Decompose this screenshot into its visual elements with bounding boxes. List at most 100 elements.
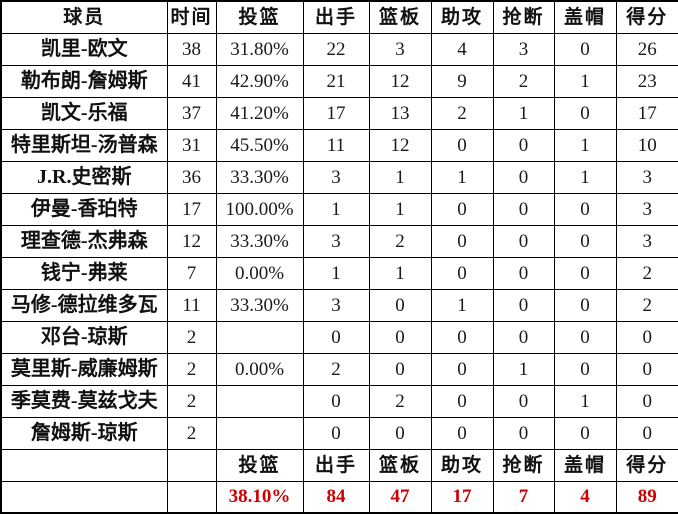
player-name-cell: 凯文-乐福 [0,96,168,130]
player-name-cell: 钱宁-弗莱 [0,256,168,290]
stat-cell-points: 10 [615,128,678,162]
stat-cell-rebounds: 2 [368,224,432,258]
stat-cell-blocks: 0 [553,192,617,226]
stat-cell-assists: 0 [430,352,494,386]
stat-cell-fg-pct: 33.30% [215,224,304,258]
stat-cell-steals: 2 [492,64,555,98]
stat-cell-rebounds: 0 [368,352,432,386]
stat-cell-points: 0 [615,320,678,354]
team-total-cell-assists: 17 [430,480,494,514]
stat-cell-attempts: 17 [302,96,370,130]
stat-cell-points: 3 [615,160,678,194]
stat-cell-minutes: 37 [166,96,217,130]
stat-cell-attempts: 0 [302,320,370,354]
stat-cell-minutes: 17 [166,192,217,226]
table-row: 伊曼-香珀特 17 100.00% 1 1 0 0 0 3 [0,192,678,226]
stat-cell-steals: 0 [492,256,555,290]
stat-cell-points: 0 [615,384,678,418]
stat-cell-blocks: 0 [553,32,617,66]
stat-cell-attempts: 0 [302,384,370,418]
player-name-cell: 凯里-欧文 [0,32,168,66]
stat-cell-rebounds: 0 [368,288,432,322]
stat-cell-fg-pct: 41.20% [215,96,304,130]
col-header-rebounds: 篮板 [368,0,432,34]
player-name-cell: 特里斯坦-汤普森 [0,128,168,162]
stat-cell-minutes: 31 [166,128,217,162]
stat-cell-rebounds: 1 [368,256,432,290]
player-name-cell: J.R.史密斯 [0,160,168,194]
stat-cell-blocks: 1 [553,160,617,194]
player-name-cell: 季莫费-莫兹戈夫 [0,384,168,418]
table-row: 理查德-杰弗森 12 33.30% 3 2 0 0 0 3 [0,224,678,258]
totals-footer: 投篮 出手 篮板 助攻 抢断 盖帽 得分 38.10% 84 47 17 7 4 89 [0,448,678,514]
footer-label-cell-points: 得分 [615,448,678,482]
stat-cell-minutes: 41 [166,64,217,98]
stat-cell-minutes: 2 [166,416,217,450]
table-row: J.R.史密斯 36 33.30% 3 1 1 0 1 3 [0,160,678,194]
header-row: 球员 时间 投篮 出手 篮板 助攻 抢断 盖帽 得分 [0,0,678,34]
stat-cell-points: 0 [615,352,678,386]
player-name-cell: 马修-德拉维多瓦 [0,288,168,322]
stat-cell-blocks: 1 [553,384,617,418]
col-header-player: 球员 [0,0,168,34]
stat-cell-minutes: 12 [166,224,217,258]
stat-cell-assists: 1 [430,160,494,194]
stat-cell-steals: 3 [492,32,555,66]
stat-cell-fg-pct [215,384,304,418]
col-header-assists: 助攻 [430,0,494,34]
stat-cell-rebounds: 1 [368,160,432,194]
stat-cell-blocks: 1 [553,64,617,98]
stat-cell-rebounds: 0 [368,320,432,354]
footer-label-cell-blocks: 盖帽 [553,448,617,482]
stat-cell-minutes: 7 [166,256,217,290]
table-row: 钱宁-弗莱 7 0.00% 1 1 0 0 0 2 [0,256,678,290]
footer-total-row: 38.10% 84 47 17 7 4 89 [0,480,678,514]
stat-cell-rebounds: 12 [368,128,432,162]
stat-cell-fg-pct [215,320,304,354]
stat-cell-assists: 0 [430,416,494,450]
stat-cell-fg-pct [215,416,304,450]
stat-cell-assists: 0 [430,128,494,162]
player-name-cell: 伊曼-香珀特 [0,192,168,226]
team-total-cell-steals: 7 [492,480,555,514]
table-row: 凯里-欧文 38 31.80% 22 3 4 3 0 26 [0,32,678,66]
player-name-cell: 理查德-杰弗森 [0,224,168,258]
table-row: 莫里斯-威廉姆斯 2 0.00% 2 0 0 1 0 0 [0,352,678,386]
footer-label-cell-steals: 抢断 [492,448,555,482]
stats-body: 凯里-欧文 38 31.80% 22 3 4 3 0 26 勒布朗-詹姆斯 41 42.90% 21 12… [0,32,678,450]
stat-cell-points: 2 [615,288,678,322]
stat-cell-attempts: 2 [302,352,370,386]
stat-cell-points: 0 [615,416,678,450]
stat-cell-attempts: 3 [302,160,370,194]
player-name-cell: 詹姆斯-琼斯 [0,416,168,450]
stat-cell-rebounds: 12 [368,64,432,98]
stat-cell-fg-pct: 33.30% [215,288,304,322]
stat-cell-attempts: 3 [302,288,370,322]
stat-cell-points: 3 [615,192,678,226]
stat-cell-assists: 0 [430,384,494,418]
stat-cell-points: 26 [615,32,678,66]
stat-cell-attempts: 1 [302,256,370,290]
stat-cell-points: 2 [615,256,678,290]
stat-cell-minutes: 38 [166,32,217,66]
team-total-cell-fg-pct: 38.10% [215,480,304,514]
stat-cell-points: 3 [615,224,678,258]
stat-cell-rebounds: 0 [368,416,432,450]
player-name-cell: 莫里斯-威廉姆斯 [0,352,168,386]
stat-cell-attempts: 0 [302,416,370,450]
stat-cell-fg-pct: 100.00% [215,192,304,226]
stat-cell-minutes: 36 [166,160,217,194]
team-total-cell-attempts: 84 [302,480,370,514]
stat-cell-fg-pct: 0.00% [215,352,304,386]
stat-cell-steals: 0 [492,288,555,322]
stat-cell-points: 23 [615,64,678,98]
stat-cell-rebounds: 13 [368,96,432,130]
stat-cell-blocks: 0 [553,256,617,290]
stat-cell-attempts: 22 [302,32,370,66]
footer-label-row: 投篮 出手 篮板 助攻 抢断 盖帽 得分 [0,448,678,482]
stat-cell-assists: 0 [430,224,494,258]
table-row: 特里斯坦-汤普森 31 45.50% 11 12 0 0 1 10 [0,128,678,162]
footer-label-cell-assists: 助攻 [430,448,494,482]
stat-cell-steals: 0 [492,320,555,354]
table-row: 詹姆斯-琼斯 2 0 0 0 0 0 0 [0,416,678,450]
